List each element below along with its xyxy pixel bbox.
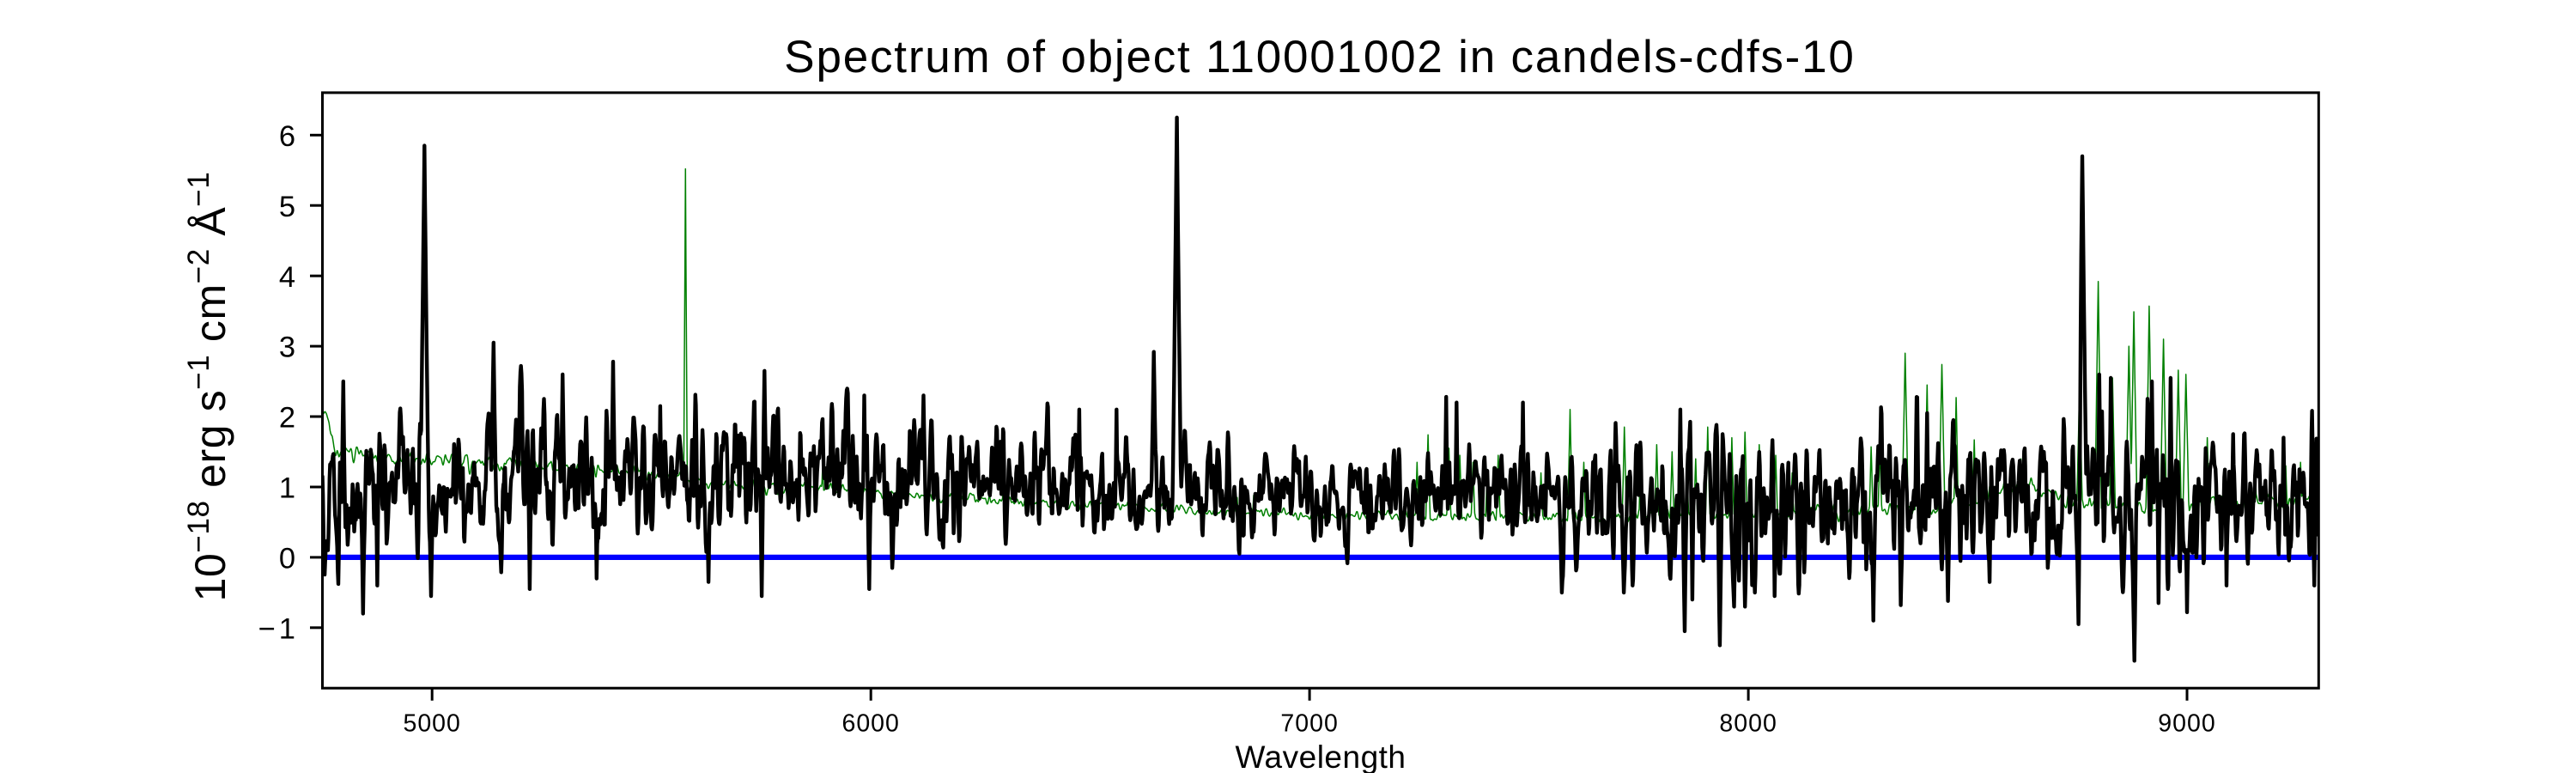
svg-text:9000: 9000 xyxy=(2158,710,2215,738)
svg-text:1: 1 xyxy=(279,472,295,505)
svg-text:7000: 7000 xyxy=(1280,710,1338,738)
svg-text:Wavelength: Wavelength xyxy=(1235,740,1406,773)
svg-text:8000: 8000 xyxy=(1719,710,1777,738)
svg-text:5000: 5000 xyxy=(403,710,460,738)
svg-text:6: 6 xyxy=(279,120,295,153)
svg-text:2: 2 xyxy=(279,402,295,435)
svg-text:6000: 6000 xyxy=(841,710,899,738)
svg-text:4: 4 xyxy=(279,261,295,294)
svg-text:Spectrum of object 110001002 i: Spectrum of object 110001002 in candels-… xyxy=(784,32,1855,82)
svg-text:−1: −1 xyxy=(258,612,299,645)
svg-text:0: 0 xyxy=(279,543,295,575)
svg-text:3: 3 xyxy=(279,332,295,364)
svg-text:5: 5 xyxy=(279,191,295,223)
